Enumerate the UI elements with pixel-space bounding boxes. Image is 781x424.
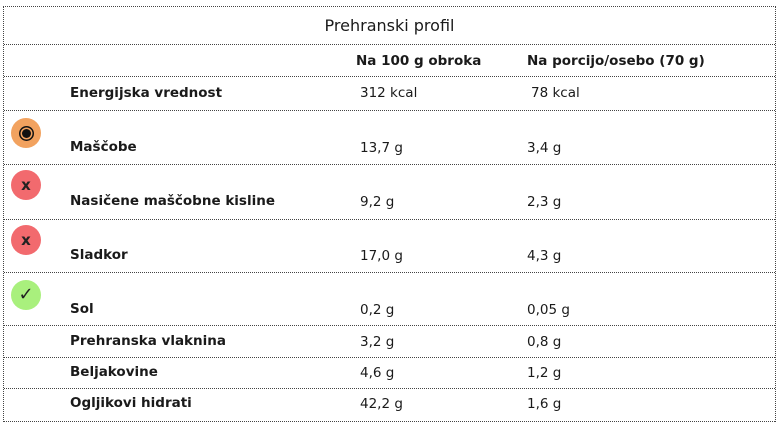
value-per-serving: 0,8 g	[527, 334, 562, 350]
value-per-100g: 17,0 g	[360, 248, 403, 264]
value-per-serving: 4,3 g	[527, 248, 562, 264]
value-per-serving: 1,6 g	[527, 396, 562, 412]
value-per-100g: 312 kcal	[360, 85, 418, 101]
header-per-serving: Na porcijo/osebo (70 g)	[527, 53, 705, 69]
row-label: Prehranska vlaknina	[70, 333, 226, 349]
value-per-serving: 78 kcal	[531, 85, 580, 101]
table-row: Energijska vrednost 312 kcal 78 kcal	[4, 77, 775, 111]
table-row: Maščobe 13,7 g 3,4 g	[4, 111, 775, 165]
value-per-100g: 42,2 g	[360, 396, 403, 412]
value-per-serving: 0,05 g	[527, 302, 570, 318]
row-label: Nasičene maščobne kisline	[70, 193, 275, 209]
table-row: Ogljikovi hidrati 42,2 g 1,6 g	[4, 389, 775, 422]
row-label: Energijska vrednost	[70, 85, 223, 101]
header-per-100g: Na 100 g obroka	[356, 53, 482, 69]
row-label: Sol	[70, 301, 94, 317]
row-label: Sladkor	[70, 247, 128, 263]
value-per-100g: 4,6 g	[360, 365, 395, 381]
value-per-serving: 3,4 g	[527, 140, 562, 156]
high-x-icon: x	[11, 170, 41, 200]
header-row: Na 100 g obroka Na porcijo/osebo (70 g)	[4, 45, 775, 77]
row-label: Beljakovine	[70, 364, 158, 380]
table-row: x Nasičene maščobne kisline 9,2 g 2,3 g	[4, 165, 775, 220]
table-row: x Sladkor 17,0 g 4,3 g	[4, 220, 775, 273]
title-row: Prehranski profil	[4, 7, 775, 45]
value-per-serving: 1,2 g	[527, 365, 562, 381]
row-label: Ogljikovi hidrati	[70, 395, 192, 411]
table-row: ✓ Sol 0,2 g 0,05 g	[4, 273, 775, 326]
table-title: Prehranski profil	[324, 16, 455, 35]
table-row: Beljakovine 4,6 g 1,2 g	[4, 358, 775, 389]
low-check-icon: ✓	[11, 280, 41, 310]
row-label: Maščobe	[70, 139, 137, 155]
high-x-icon: x	[11, 225, 41, 255]
medium-dot-icon	[11, 118, 41, 148]
nutrition-profile-table: Prehranski profil Na 100 g obroka Na por…	[3, 6, 776, 422]
value-per-100g: 9,2 g	[360, 194, 395, 210]
value-per-100g: 0,2 g	[360, 302, 395, 318]
value-per-serving: 2,3 g	[527, 194, 562, 210]
value-per-100g: 13,7 g	[360, 140, 403, 156]
table-row: Prehranska vlaknina 3,2 g 0,8 g	[4, 326, 775, 358]
value-per-100g: 3,2 g	[360, 334, 395, 350]
